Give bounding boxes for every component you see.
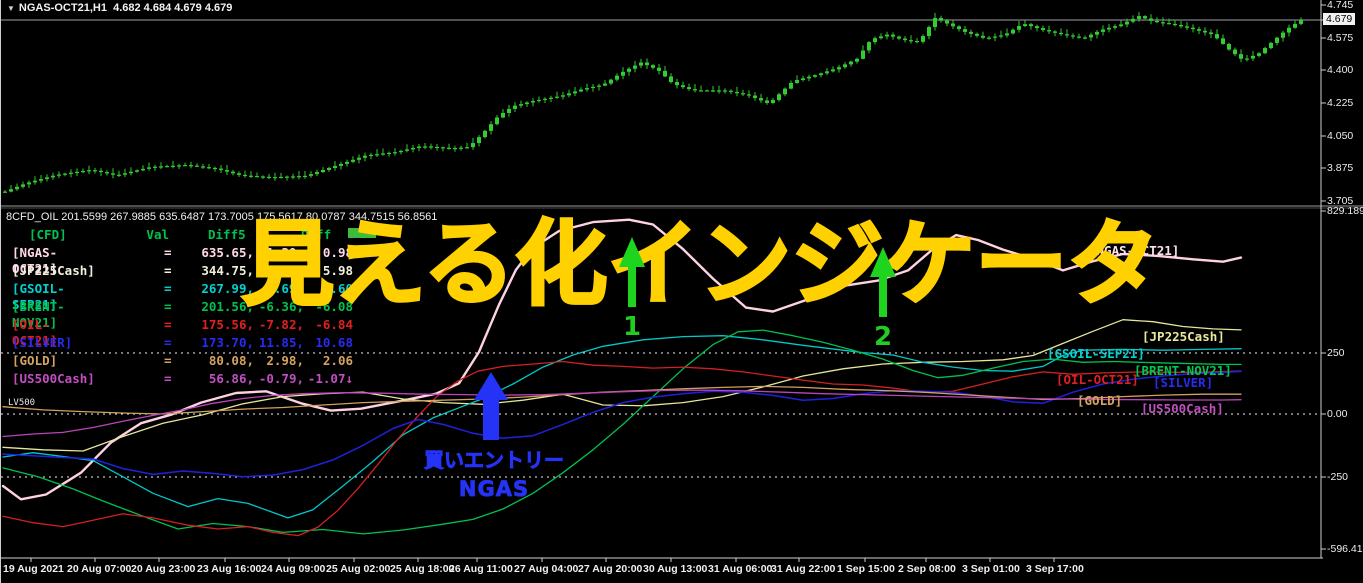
- level-label: LV500: [8, 398, 36, 408]
- symbol-name: NGAS-OCT21,H1: [18, 2, 107, 14]
- scale-tick-label: -250: [1327, 471, 1349, 483]
- series-label: [NGAS-OCT21]: [1089, 243, 1180, 258]
- signal-number: 2: [873, 322, 893, 352]
- current-price-tag: 4.679: [1323, 13, 1356, 25]
- series-line-SILVER: [2, 370, 1242, 478]
- scale-tick-label: 4.745: [1327, 0, 1354, 11]
- series-line-NGAS-OCT21: [1, 218, 1243, 501]
- buy-entry-label: 買いエントリー: [424, 448, 565, 473]
- chevron-down-icon[interactable]: ▼: [7, 4, 15, 13]
- symbol-title-bar: ▼ NGAS-OCT21,H1 4.682 4.684 4.679 4.679: [7, 2, 232, 14]
- buy-arrow-icon: [474, 372, 508, 440]
- time-tick-label: 23 Aug 16:00: [197, 563, 262, 575]
- series-label: [JP225Cash]: [1142, 329, 1225, 344]
- series-line-OIL-OCT21: [2, 360, 1242, 537]
- legend-swatch: [348, 228, 376, 238]
- series-label: [GSOIL-SEP21]: [1047, 346, 1145, 361]
- scale-tick-label: 4.400: [1327, 64, 1354, 76]
- time-tick-label: 31 Aug 06:00: [708, 563, 773, 575]
- time-tick-label: 3 Sep 01:00: [962, 563, 1020, 575]
- scale-tick-label: 4.575: [1327, 32, 1354, 44]
- up-arrow-icon: [619, 237, 645, 307]
- time-tick-label: 31 Aug 22:00: [771, 563, 836, 575]
- buy-entry-symbol: NGAS: [458, 477, 530, 502]
- scale-tick-label: 3.705: [1327, 195, 1354, 207]
- series-line-GSOIL-SEP21: [2, 335, 1242, 519]
- scale-tick-label: 4.050: [1327, 130, 1354, 142]
- time-tick-label: 20 Aug 07:00: [67, 563, 132, 575]
- scale-tick-label: 4.225: [1327, 97, 1354, 109]
- time-tick-label: 20 Aug 23:00: [131, 563, 196, 575]
- series-line-BRENT-NOV21: [2, 329, 1242, 535]
- scale-tick-label: 0.00: [1327, 408, 1348, 420]
- series-label: [US500Cash]: [1141, 401, 1224, 416]
- series-label: [GOLD]: [1077, 393, 1123, 408]
- ohlc-quotes: 4.682 4.684 4.679 4.679: [113, 2, 233, 14]
- series-label: [OIL-OCT21]: [1056, 372, 1139, 387]
- time-tick-label: 27 Aug 04:00: [514, 563, 579, 575]
- scale-tick-label: 250: [1327, 347, 1345, 359]
- scale-tick-label: 829.1891: [1327, 205, 1363, 217]
- series-line-JP225Cash: [2, 319, 1242, 452]
- scale-tick-label: -596.412: [1327, 543, 1363, 555]
- scale-tick-label: 3.875: [1327, 162, 1354, 174]
- time-tick-label: 25 Aug 02:00: [326, 563, 391, 575]
- time-tick-label: 25 Aug 18:00: [390, 563, 455, 575]
- indicator-header-values: 8CFD_OIL 201.5599 267.9885 635.6487 173.…: [6, 211, 438, 223]
- up-arrow-icon: [870, 247, 896, 317]
- time-tick-label: 1 Sep 15:00: [837, 563, 895, 575]
- series-line-US500Cash: [2, 389, 1242, 438]
- series-label: [BRENT-NOV21]: [1134, 363, 1232, 378]
- series-label: [SILVER]: [1153, 375, 1214, 390]
- time-tick-label: 2 Sep 08:00: [898, 563, 956, 575]
- signal-number: 1: [622, 312, 642, 342]
- time-tick-label: 27 Aug 20:00: [578, 563, 643, 575]
- time-tick-label: 26 Aug 11:00: [449, 563, 513, 575]
- overlay-title: 見える化インジケータ: [240, 211, 1160, 318]
- time-tick-label: 19 Aug 2021: [3, 563, 64, 575]
- time-tick-label: 24 Aug 09:00: [261, 563, 326, 575]
- time-tick-label: 30 Aug 13:00: [643, 563, 708, 575]
- time-tick-label: 3 Sep 17:00: [1026, 563, 1084, 575]
